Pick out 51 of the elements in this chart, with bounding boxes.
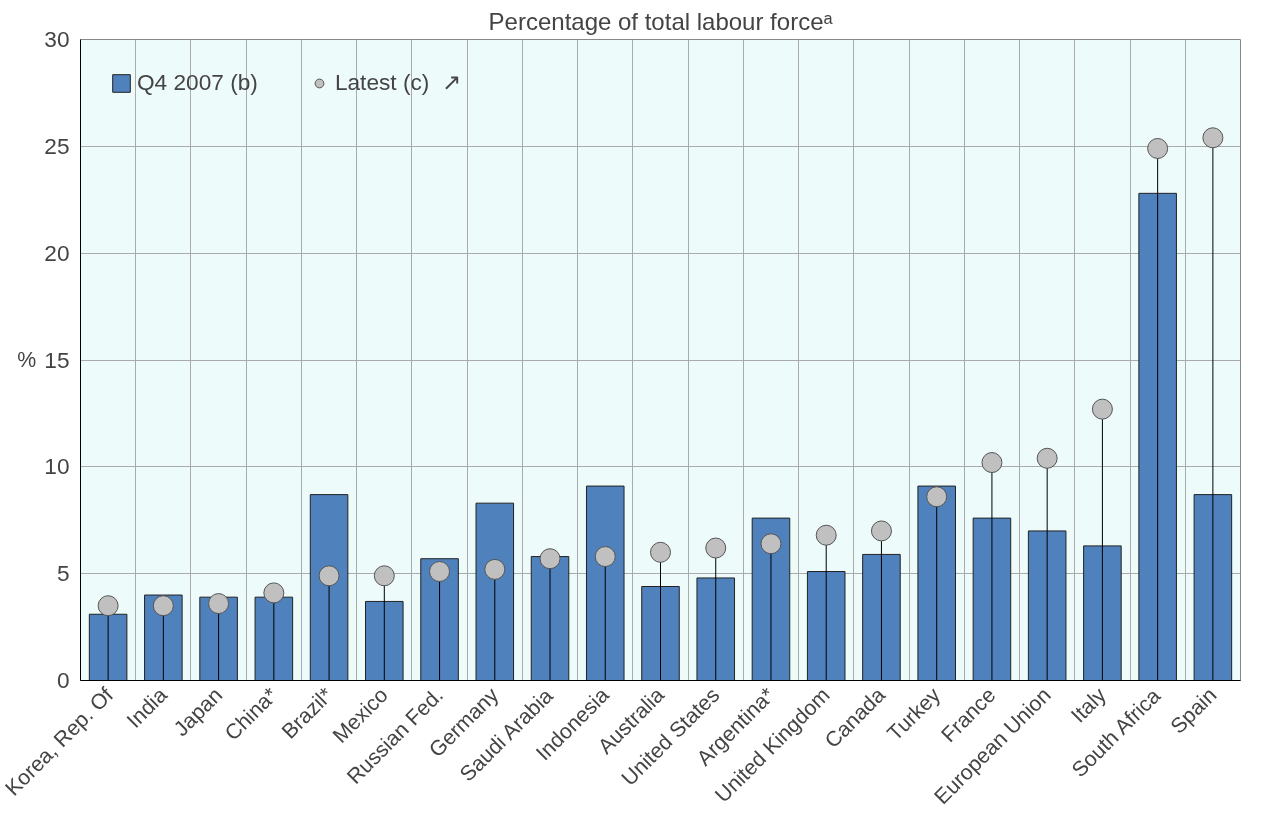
bar [862, 553, 901, 681]
bar [1083, 545, 1122, 681]
bar [641, 585, 680, 681]
bar [972, 517, 1012, 681]
point [815, 524, 837, 546]
point [1036, 447, 1058, 469]
bar [1027, 530, 1067, 681]
legend-label: Latest (c) ↗ [334, 69, 461, 96]
point [97, 595, 119, 617]
point [484, 558, 506, 580]
bar [1193, 494, 1233, 681]
point [594, 546, 616, 568]
bar [365, 600, 404, 681]
bar [696, 577, 736, 681]
point [318, 565, 340, 587]
y-tick-label: 0 [56, 667, 70, 693]
bar [309, 494, 349, 681]
point [152, 595, 174, 617]
y-tick-label: 25 [44, 132, 70, 159]
bar [806, 571, 846, 681]
bar [917, 485, 956, 681]
point [926, 486, 948, 508]
point [429, 561, 451, 583]
bar [585, 485, 625, 681]
point [981, 452, 1003, 474]
y-tick-label: 30 [44, 26, 70, 52]
bar [1138, 192, 1177, 681]
point [705, 537, 727, 559]
point [263, 582, 285, 604]
x-tick-label: Italy [1066, 682, 1112, 728]
legend-label: Q4 2007 (b) [137, 69, 258, 96]
y-tick-label: 20 [44, 239, 70, 266]
point [760, 533, 782, 555]
point [208, 593, 230, 615]
y-tick-label: 5 [56, 560, 70, 587]
point [1091, 398, 1113, 420]
bar [751, 517, 791, 681]
y-axis-title: % [17, 348, 37, 372]
bar [88, 613, 128, 681]
bar [530, 556, 570, 681]
bar [254, 596, 294, 681]
point [373, 565, 395, 587]
point [650, 541, 671, 563]
point [870, 520, 892, 542]
y-tick-label: 10 [44, 453, 70, 480]
point [1147, 137, 1169, 159]
point [1202, 127, 1224, 149]
bar [475, 502, 515, 681]
chart-title: Percentage of total labour forceᵃ [488, 7, 834, 35]
y-tick-label: 15 [44, 346, 70, 373]
point [539, 548, 561, 570]
